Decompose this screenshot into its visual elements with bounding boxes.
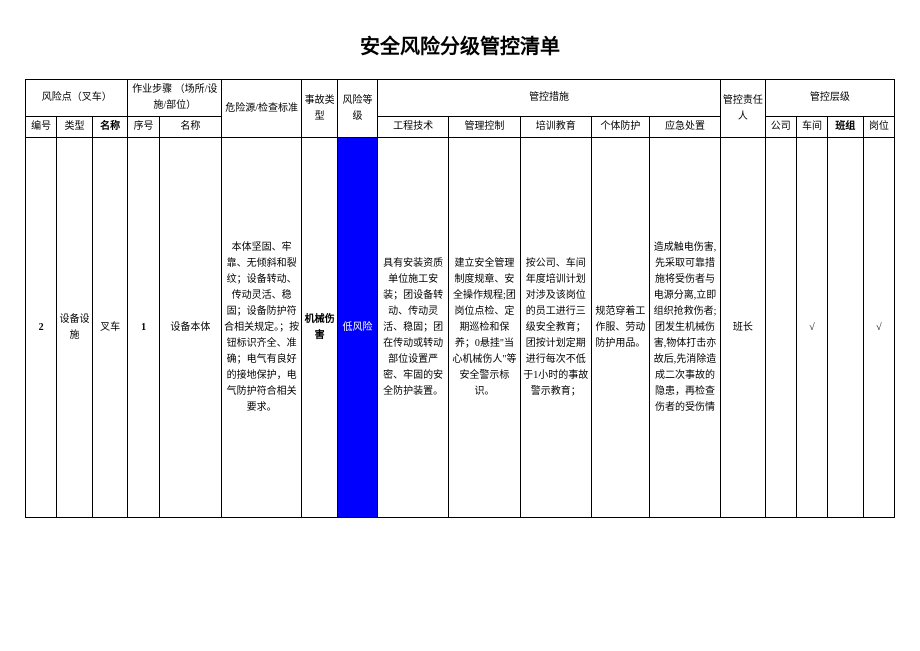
header-control-level: 管控层级 [765,80,894,117]
header-team: 班组 [828,117,864,138]
header-emergency: 应急处置 [649,117,720,138]
header-engineering: 工程技术 [378,117,449,138]
header-work-steps: 作业步骤 （场所/设施/部位） [128,80,222,117]
cell-workshop: √ [796,138,827,518]
header-accident: 事故类型 [302,80,338,138]
header-hazard: 危险源/检查标准 [222,80,302,138]
header-workshop: 车间 [796,117,827,138]
cell-hazard: 本体坚固、牢靠、无倾斜和裂纹；设备转动、传动灵活、稳固；设备防护符合相关规定。；… [222,138,302,518]
header-management: 管理控制 [449,117,520,138]
header-risk-point: 风险点（叉车） [26,80,128,117]
cell-name: 叉车 [92,138,128,518]
cell-emergency: 造成触电伤害,先采取可靠措施将受伤者与电源分离,立即组织抢救伤者;团发生机械伤害… [649,138,720,518]
cell-post: √ [863,138,894,518]
cell-personal: 规范穿着工作服、劳动防护用品。 [591,138,649,518]
header-training: 培训教育 [520,117,591,138]
cell-company [765,138,796,518]
header-type: 类型 [57,117,93,138]
page-title: 安全风险分级管控清单 [25,30,895,59]
header-measures: 管控措施 [378,80,721,117]
cell-accident: 机械伤害 [302,138,338,518]
risk-table: 风险点（叉车） 作业步骤 （场所/设施/部位） 危险源/检查标准 事故类型 风险… [25,79,895,518]
cell-risk-level: 低风险 [337,138,377,518]
header-responsible: 管控责任人 [721,80,766,138]
cell-type: 设备设施 [57,138,93,518]
header-number: 编号 [26,117,57,138]
header-row-1: 风险点（叉车） 作业步骤 （场所/设施/部位） 危险源/检查标准 事故类型 风险… [26,80,895,117]
header-name: 名称 [92,117,128,138]
cell-seq: 1 [128,138,159,518]
cell-responsible: 班长 [721,138,766,518]
header-risk-level: 风险等级 [337,80,377,138]
cell-step-name: 设备本体 [159,138,221,518]
header-post: 岗位 [863,117,894,138]
header-personal: 个体防护 [591,117,649,138]
header-company: 公司 [765,117,796,138]
header-step-name: 名称 [159,117,221,138]
cell-number: 2 [26,138,57,518]
cell-engineering: 具有安装资质单位施工安装；团设备转动、传动灵活、稳固；团在传动或转动部位设置严密… [378,138,449,518]
cell-training: 按公司、车间年度培训计划对涉及该岗位的员工进行三级安全教育；团按计划定期进行每次… [520,138,591,518]
cell-team [828,138,864,518]
cell-management: 建立安全管理制度规章、安全操作规程;团岗位点检、定期巡检和保养；0悬挂"当心机械… [449,138,520,518]
table-row: 2 设备设施 叉车 1 设备本体 本体坚固、牢靠、无倾斜和裂纹；设备转动、传动灵… [26,138,895,518]
header-seq: 序号 [128,117,159,138]
